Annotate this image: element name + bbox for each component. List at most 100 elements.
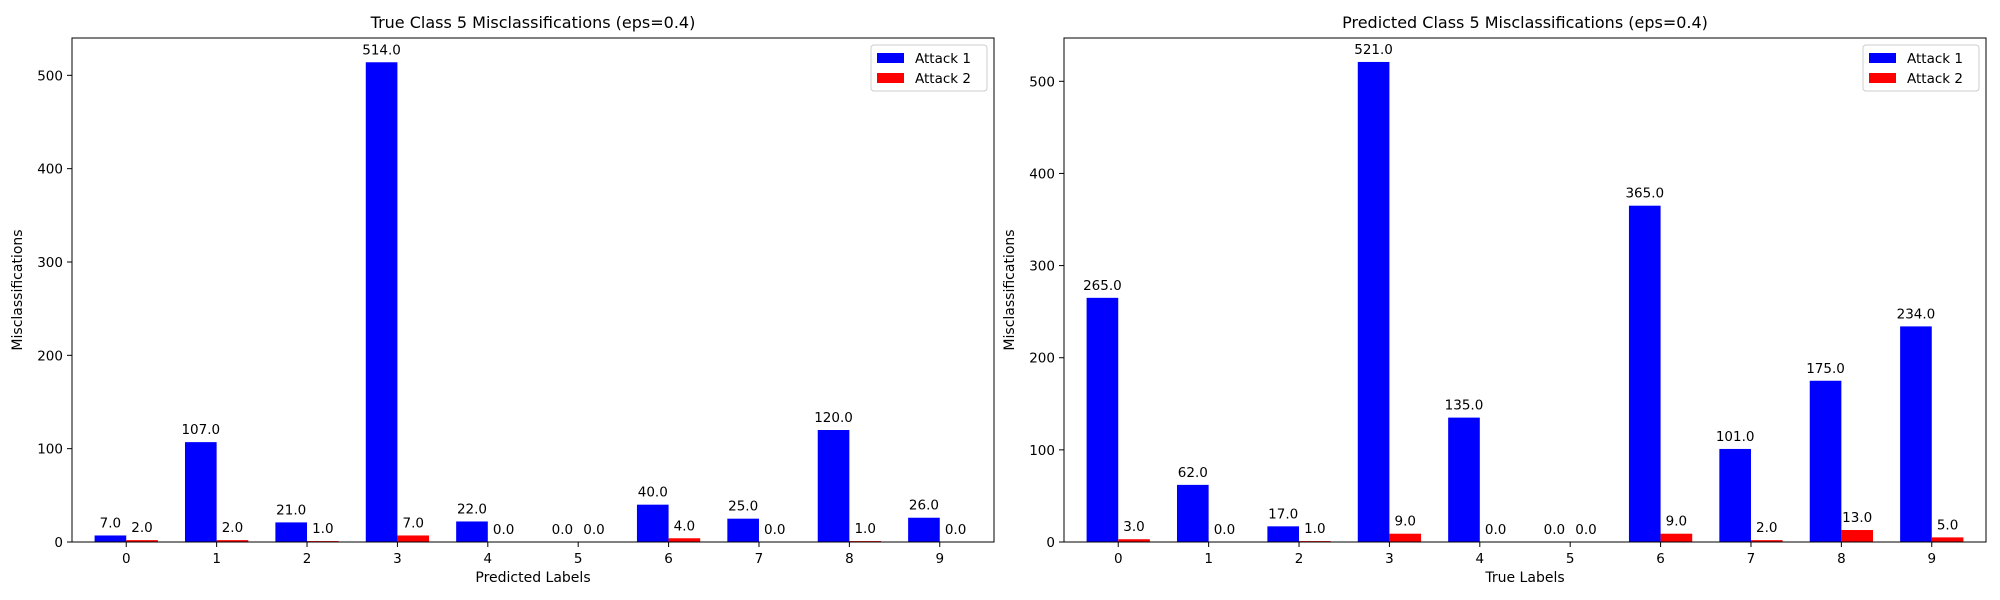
data-label: 9.0 <box>1666 514 1687 530</box>
bar-attack-1-2 <box>1267 526 1300 542</box>
x-axis-label: True Labels <box>1484 570 1564 586</box>
y-tick-label: 100 <box>37 442 63 458</box>
y-tick-label: 500 <box>1029 74 1055 90</box>
bar-attack-2-0 <box>1118 539 1150 542</box>
data-label: 234.0 <box>1897 306 1936 322</box>
chart-title: Predicted Class 5 Misclassifications (ep… <box>1342 13 1708 32</box>
y-tick-label: 0 <box>54 535 63 551</box>
x-tick-label: 4 <box>1476 551 1485 567</box>
data-label: 0.0 <box>552 522 573 538</box>
data-label: 26.0 <box>909 498 939 514</box>
bar-attack-1-8 <box>817 430 850 542</box>
legend-swatch <box>877 53 904 63</box>
data-label: 0.0 <box>1485 522 1506 538</box>
data-label: 40.0 <box>638 485 668 501</box>
data-label: 2.0 <box>131 520 152 536</box>
x-tick-label: 0 <box>1114 551 1123 567</box>
bar-attack-2-6 <box>1660 533 1693 542</box>
bar-attack-1-4 <box>456 521 488 542</box>
bar-attack-1-3 <box>365 62 398 543</box>
y-tick-label: 100 <box>1029 443 1055 459</box>
x-tick-label: 4 <box>484 551 493 567</box>
x-tick-label: 1 <box>1204 551 1213 567</box>
data-label: 2.0 <box>1756 520 1777 536</box>
y-tick-label: 300 <box>37 255 63 271</box>
data-label: 0.0 <box>493 522 514 538</box>
data-label: 3.0 <box>1123 519 1144 535</box>
legend-swatch <box>1869 53 1896 63</box>
x-tick-label: 9 <box>1927 551 1936 567</box>
data-label: 9.0 <box>1394 514 1415 530</box>
chart-predicted-class-5: Predicted Class 5 Misclassifications (ep… <box>1002 13 1987 586</box>
data-label: 0.0 <box>764 522 785 538</box>
data-label: 1.0 <box>854 521 875 537</box>
data-label: 1.0 <box>312 521 333 537</box>
bar-attack-1-1 <box>184 442 217 542</box>
data-label: 17.0 <box>1268 506 1298 522</box>
bar-attack-1-1 <box>1176 484 1209 542</box>
legend-label: Attack 2 <box>915 71 971 87</box>
data-label: 7.0 <box>402 515 423 531</box>
data-label: 521.0 <box>1354 42 1393 58</box>
bar-attack-2-7 <box>1750 540 1783 542</box>
data-label: 7.0 <box>100 515 121 531</box>
y-tick-label: 400 <box>37 162 63 178</box>
x-tick-label: 8 <box>845 551 854 567</box>
x-tick-label: 3 <box>1385 551 1394 567</box>
legend-label: Attack 2 <box>1907 71 1963 87</box>
data-label: 0.0 <box>1214 522 1235 538</box>
data-label: 25.0 <box>728 499 758 515</box>
x-tick-label: 5 <box>1566 551 1575 567</box>
x-tick-label: 1 <box>212 551 221 567</box>
y-tick-label: 300 <box>1029 259 1055 275</box>
data-label: 21.0 <box>276 502 306 518</box>
data-label: 0.0 <box>1575 522 1596 538</box>
bar-attack-2-3 <box>397 535 430 542</box>
x-tick-label: 7 <box>755 551 764 567</box>
bar-attack-1-0 <box>1086 297 1119 542</box>
legend-label: Attack 1 <box>1907 51 1963 67</box>
data-label: 175.0 <box>1806 361 1845 377</box>
bar-attack-2-8 <box>1841 530 1874 542</box>
legend: Attack 1 Attack 2 <box>1862 44 1980 92</box>
x-tick-label: 6 <box>1656 551 1665 567</box>
data-label: 135.0 <box>1445 398 1484 414</box>
data-label: 0.0 <box>945 522 966 538</box>
data-label: 22.0 <box>457 501 487 517</box>
x-tick-label: 7 <box>1747 551 1756 567</box>
bar-attack-1-4 <box>1448 417 1480 542</box>
bar-attack-2-0 <box>126 540 158 542</box>
data-label: 4.0 <box>674 518 695 534</box>
bar-attack-1-0 <box>94 535 127 542</box>
bar-attack-1-7 <box>1719 448 1751 542</box>
bar-attack-1-3 <box>1357 61 1390 543</box>
data-label: 365.0 <box>1625 186 1664 202</box>
x-tick-label: 3 <box>393 551 402 567</box>
data-label: 120.0 <box>814 410 853 426</box>
bar-attack-1-9 <box>908 517 940 542</box>
legend: Attack 1 Attack 2 <box>870 44 988 92</box>
data-label: 62.0 <box>1178 465 1208 481</box>
chart-true-class-5: True Class 5 Misclassifications (eps=0.4… <box>10 13 995 586</box>
bar-attack-1-7 <box>727 518 759 542</box>
data-label: 101.0 <box>1716 429 1755 445</box>
bar-attack-1-6 <box>636 504 669 542</box>
x-tick-label: 8 <box>1837 551 1846 567</box>
y-tick-label: 500 <box>37 68 63 84</box>
plot-frame <box>71 37 995 543</box>
y-tick-label: 400 <box>1029 166 1055 182</box>
data-label: 13.0 <box>1842 510 1872 526</box>
data-label: 5.0 <box>1937 517 1958 533</box>
y-tick-label: 0 <box>1046 535 1055 551</box>
x-tick-label: 5 <box>574 551 583 567</box>
chart-title: True Class 5 Misclassifications (eps=0.4… <box>370 13 696 32</box>
data-label: 0.0 <box>583 522 604 538</box>
legend-swatch <box>877 73 904 83</box>
plot-frame <box>1063 37 1987 543</box>
bar-attack-1-9 <box>1900 326 1932 542</box>
y-axis-label: Misclassifications <box>10 229 26 350</box>
bar-attack-2-6 <box>668 538 701 542</box>
bar-attack-2-1 <box>216 540 249 542</box>
bar-attack-2-3 <box>1389 533 1422 542</box>
